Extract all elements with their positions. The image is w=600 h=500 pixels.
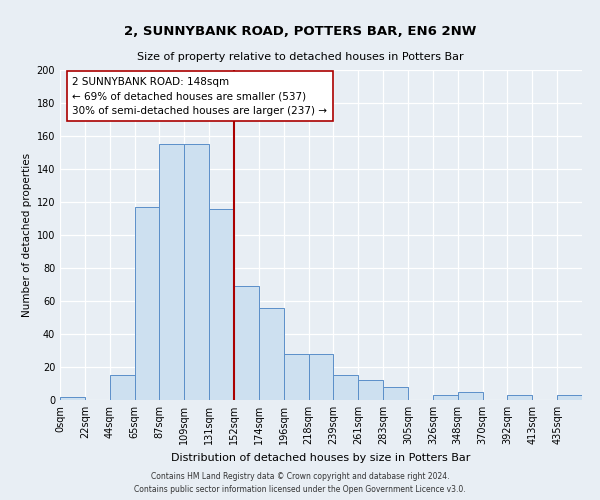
Bar xyxy=(433,395,458,400)
Bar xyxy=(458,392,482,400)
Text: Contains public sector information licensed under the Open Government Licence v3: Contains public sector information licen… xyxy=(134,485,466,494)
Bar xyxy=(383,387,408,400)
Text: Size of property relative to detached houses in Potters Bar: Size of property relative to detached ho… xyxy=(137,52,463,62)
Bar xyxy=(234,286,259,400)
Bar xyxy=(110,375,134,400)
Bar xyxy=(184,144,209,400)
Bar xyxy=(259,308,284,400)
Bar xyxy=(134,207,160,400)
X-axis label: Distribution of detached houses by size in Potters Bar: Distribution of detached houses by size … xyxy=(172,452,470,462)
Text: 2, SUNNYBANK ROAD, POTTERS BAR, EN6 2NW: 2, SUNNYBANK ROAD, POTTERS BAR, EN6 2NW xyxy=(124,25,476,38)
Bar xyxy=(334,375,358,400)
Bar xyxy=(284,354,308,400)
Bar xyxy=(358,380,383,400)
Bar xyxy=(508,395,532,400)
Bar xyxy=(308,354,334,400)
Y-axis label: Number of detached properties: Number of detached properties xyxy=(22,153,32,317)
Bar xyxy=(557,395,582,400)
Text: Contains HM Land Registry data © Crown copyright and database right 2024.: Contains HM Land Registry data © Crown c… xyxy=(151,472,449,481)
Bar xyxy=(160,144,184,400)
Text: 2 SUNNYBANK ROAD: 148sqm
← 69% of detached houses are smaller (537)
30% of semi-: 2 SUNNYBANK ROAD: 148sqm ← 69% of detach… xyxy=(73,76,328,116)
Bar xyxy=(209,208,234,400)
Bar xyxy=(60,396,85,400)
